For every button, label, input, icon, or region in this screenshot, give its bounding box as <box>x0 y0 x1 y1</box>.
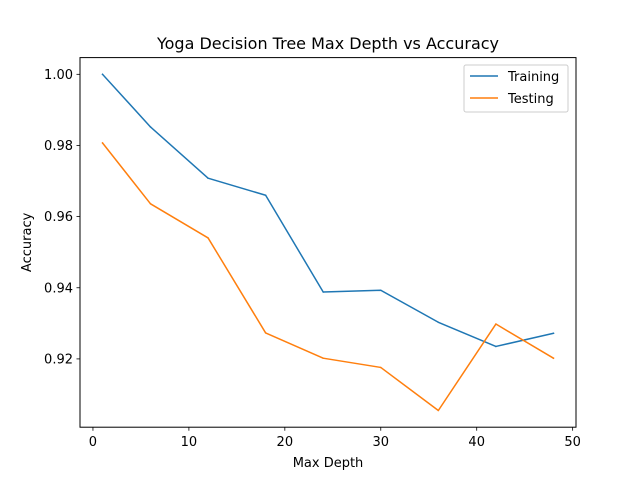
y-axis-label: Accuracy <box>20 212 35 272</box>
legend: Training Testing <box>463 64 569 113</box>
data-point-training <box>101 73 104 76</box>
x-axis-ticks: 0 10 20 30 40 50 <box>89 427 581 450</box>
data-point-training <box>322 291 324 293</box>
chart-title: Yoga Decision Tree Max Depth vs Accuracy <box>156 34 499 53</box>
data-point-testing <box>380 366 382 369</box>
data-point-testing <box>495 323 497 325</box>
data-point-testing <box>101 142 104 144</box>
data-point-testing <box>322 357 324 359</box>
y-tick-label: 0.96 <box>44 210 73 225</box>
y-tick-label: 0.98 <box>44 139 73 154</box>
y-axis-ticks: 0.92 0.94 0.96 0.98 1.00 <box>44 68 80 367</box>
data-point-training <box>380 289 382 291</box>
data-point-testing <box>149 203 152 205</box>
data-point-training <box>264 194 267 197</box>
y-tick-label: 1.00 <box>44 68 73 83</box>
x-tick-label: 40 <box>468 435 485 450</box>
data-point-training <box>552 332 555 335</box>
data-point-testing <box>552 357 555 359</box>
data-point-testing <box>437 409 440 412</box>
legend-label-training: Training <box>507 70 559 85</box>
x-axis-label: Max Depth <box>293 456 364 471</box>
data-point-training <box>437 321 440 324</box>
data-point-training <box>495 345 497 348</box>
data-point-testing <box>264 332 267 334</box>
legend-label-testing: Testing <box>507 92 554 107</box>
x-tick-label: 0 <box>89 435 97 450</box>
series-layer <box>101 73 555 412</box>
x-tick-label: 50 <box>564 435 581 450</box>
y-tick-label: 0.94 <box>44 281 73 296</box>
x-tick-label: 20 <box>277 435 294 450</box>
plot-area-frame <box>79 57 577 428</box>
y-tick-label: 0.92 <box>44 352 73 367</box>
data-point-training <box>149 126 152 128</box>
x-tick-label: 10 <box>181 435 198 450</box>
data-point-testing <box>207 237 209 239</box>
data-point-training <box>207 177 209 179</box>
x-tick-label: 30 <box>372 435 389 450</box>
